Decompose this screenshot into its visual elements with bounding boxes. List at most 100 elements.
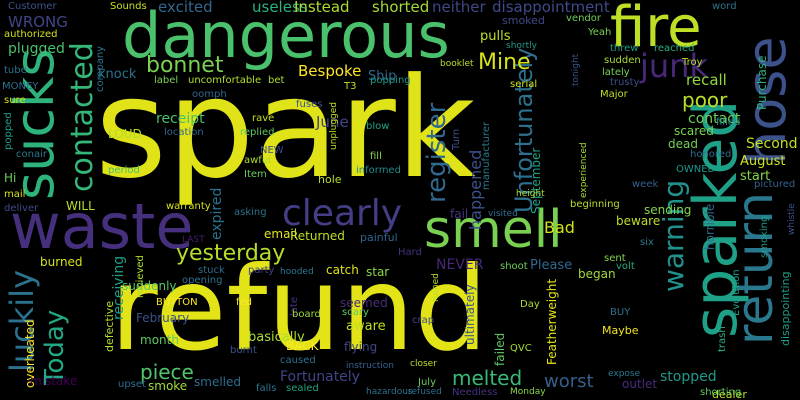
word: smoked (502, 14, 545, 27)
word: NEW (260, 145, 284, 156)
word: trusty (610, 77, 640, 88)
word: BACK (286, 339, 319, 353)
word: disappointing (779, 271, 792, 346)
word: spark (95, 48, 476, 209)
word: contact (688, 111, 741, 127)
word: refund (110, 242, 489, 377)
word: sure (4, 95, 26, 106)
word: tube (4, 65, 27, 76)
word: threw (610, 43, 639, 54)
word: reached (654, 43, 695, 54)
word: WILL (66, 199, 95, 213)
word: scary (342, 307, 369, 318)
word: start (740, 169, 771, 184)
word: six (640, 237, 654, 248)
word: bonnet (146, 53, 224, 78)
word: smell (424, 200, 563, 260)
word: deliver (4, 203, 39, 214)
word: instruction (346, 361, 395, 371)
word: clearly (282, 193, 403, 234)
word: tonight (571, 53, 581, 86)
word: basically (248, 330, 305, 345)
word: stuck (198, 265, 225, 276)
word: T3 (344, 81, 357, 92)
word: beginning (570, 199, 620, 210)
word: Please (530, 258, 573, 273)
word: popped (3, 112, 14, 150)
word: Instead (294, 0, 350, 16)
word: BUTTON (156, 297, 198, 308)
word: register (422, 102, 452, 203)
word: shorting (700, 387, 742, 398)
word: mail (4, 189, 26, 200)
word: yesterday (176, 241, 286, 266)
word: receipt (156, 111, 205, 127)
word: useless (252, 0, 308, 16)
word: trash (717, 326, 728, 352)
word: upset (118, 379, 146, 390)
word: Monday (510, 387, 546, 397)
word: junk (640, 47, 708, 85)
word: hooded (280, 267, 314, 277)
word: awful (244, 155, 271, 166)
word: filled (716, 117, 741, 128)
word: sent (604, 253, 626, 264)
word: burned (40, 255, 83, 269)
word: Turn (451, 128, 462, 150)
word: neither (432, 0, 486, 16)
word: OWNED (676, 164, 716, 175)
word: informed (356, 165, 401, 176)
word: Second (746, 136, 798, 152)
word: dealer (712, 388, 747, 400)
word: scared (674, 124, 714, 138)
word: shoot (500, 261, 528, 272)
word: Yeah (588, 27, 612, 38)
word: label (154, 75, 179, 86)
word: February (136, 311, 190, 325)
word: smoke (148, 379, 188, 393)
word: recall (686, 71, 727, 89)
word: plugged (8, 41, 65, 57)
word: company (95, 45, 106, 92)
word: Evolution (731, 269, 742, 316)
word: blow (366, 121, 390, 132)
word: BUY (610, 307, 631, 318)
word: caused (280, 355, 316, 366)
word: unplugged (329, 101, 339, 150)
word: sudden (604, 55, 641, 66)
word: Customer (8, 1, 57, 12)
word: painful (360, 231, 398, 244)
word: QVC (510, 343, 532, 354)
word: catch (326, 263, 359, 277)
word: fill (370, 151, 382, 162)
word: honored (690, 149, 732, 160)
word: whistle (787, 203, 797, 235)
word: period (108, 165, 140, 176)
word: conair (16, 149, 47, 160)
word: poor (682, 88, 728, 112)
word: refused (408, 387, 442, 397)
word: June (316, 113, 349, 131)
word: MONEY (2, 81, 39, 92)
word: failed (493, 332, 507, 366)
word: expired (209, 187, 225, 240)
word: dead (668, 137, 698, 151)
word: smelled (194, 375, 241, 389)
word: warning (657, 179, 690, 292)
word: hazardous (366, 387, 413, 397)
word: outlet (622, 377, 658, 391)
word: Sounds (110, 1, 147, 12)
word: sealed (286, 383, 319, 394)
word: lately (602, 67, 630, 78)
word: suddenly (122, 279, 177, 293)
word: bet (268, 75, 285, 86)
word: week (632, 179, 659, 190)
word: WRONG (8, 13, 68, 31)
word: dangerous (122, 0, 450, 72)
word: height (516, 189, 545, 199)
word: booklet (440, 59, 474, 69)
word: hole (318, 173, 342, 186)
word: excited (158, 0, 213, 16)
word: crap (412, 315, 435, 326)
